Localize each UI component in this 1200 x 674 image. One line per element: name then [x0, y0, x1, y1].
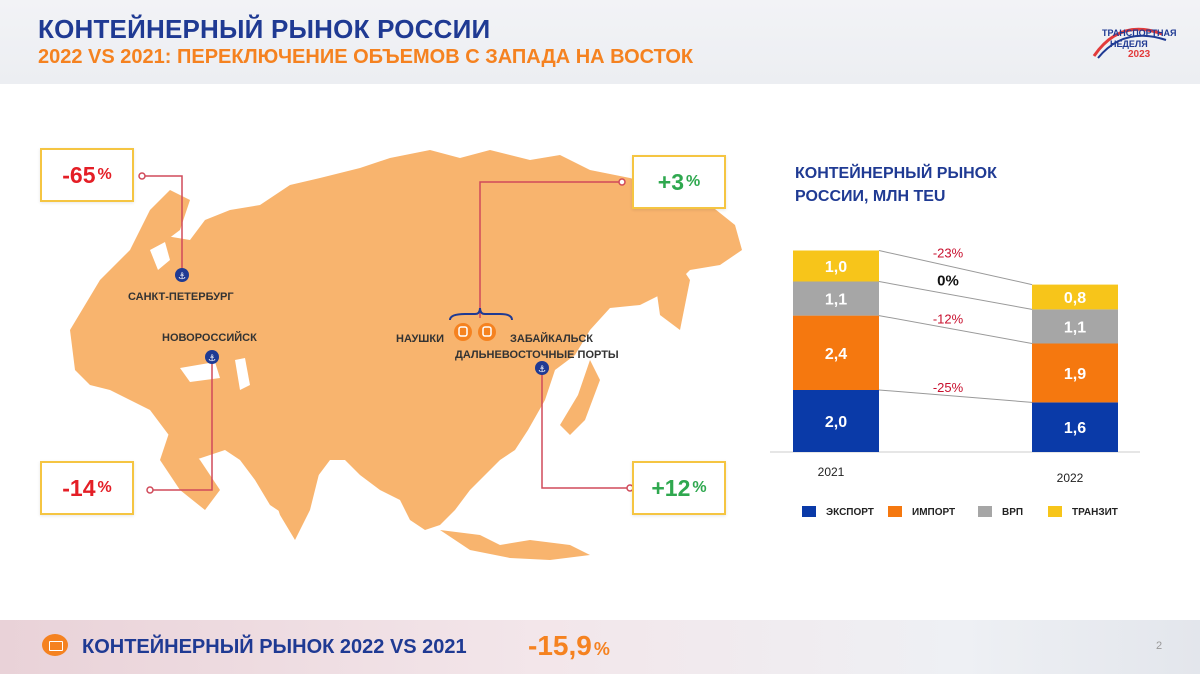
connector-dots — [138, 172, 634, 494]
chart-title: КОНТЕЙНЕРНЫЙ РЫНОК РОССИИ, МЛН TEU — [795, 165, 997, 205]
map-water-caspian — [235, 358, 250, 390]
chart-connectors — [878, 250, 1033, 403]
naushki-brace — [449, 307, 513, 321]
footer-total-change: -15,9% — [528, 630, 610, 662]
logo-line-3: 2023 — [1128, 49, 1151, 60]
connector-line — [878, 281, 1033, 310]
bar-2022-врп — [1032, 309, 1118, 344]
novo-change-unit: % — [97, 479, 112, 496]
label-zabaikalsk: ЗАБАЙКАЛЬСК — [510, 333, 593, 345]
far-east-change-unit: % — [692, 479, 707, 496]
page-subtitle: 2022 VS 2021: ПЕРЕКЛЮЧЕНИЕ ОБЪЕМОВ С ЗАП… — [38, 46, 694, 68]
logo-line-2: НЕДЕЛЯ — [1110, 39, 1148, 49]
change-label-транзит: -23% — [933, 246, 964, 261]
spb-change-unit: % — [97, 166, 112, 183]
map-land-islands — [440, 530, 590, 560]
legend-label: ВРП — [1002, 507, 1023, 518]
connector-line — [878, 315, 1033, 344]
legend-swatch — [978, 506, 992, 517]
train-icon-naushki — [454, 323, 472, 341]
page-number: 2 — [1156, 640, 1163, 652]
svg-text:⚓: ⚓ — [208, 354, 216, 364]
far-east-change-value: +12 — [651, 474, 691, 501]
bar-2022-экспорт — [1032, 402, 1118, 452]
stacked-bar-chart: 2,02,41,11,01,61,91,10,8 -25%-12%0%-23% … — [770, 246, 1140, 518]
logo-line-1: ТРАНСПОРТНАЯ — [1102, 28, 1177, 38]
chart-x-labels: 2021 2022 — [818, 465, 1084, 485]
svg-text:⚓: ⚓ — [538, 365, 546, 375]
legend-label: ИМПОРТ — [912, 507, 955, 518]
novo-change-box: -14% — [40, 461, 134, 515]
container-icon — [42, 634, 68, 656]
connector-naushki — [479, 181, 622, 318]
bar-value-label: 1,1 — [825, 292, 847, 309]
header: КОНТЕЙНЕРНЫЙ РЫНОК РОССИИ 2022 VS 2021: … — [0, 0, 1200, 84]
footer-bar: КОНТЕЙНЕРНЫЙ РЫНОК 2022 VS 2021 -15,9% 2 — [0, 620, 1200, 674]
naushki-change-box: +3% — [632, 155, 726, 209]
bar-2022-импорт — [1032, 343, 1118, 403]
footer-unit: % — [593, 639, 610, 659]
anchor-icon-far-east: ⚓ — [535, 361, 549, 375]
change-label-экспорт: -25% — [933, 380, 964, 395]
bar-value-label: 2,0 — [825, 414, 847, 431]
chart-bars: 2,0 2,4 1,1 1,0 1,6 1,9 1,1 0,8 — [793, 250, 1118, 452]
label-spb: САНКТ-ПЕТЕРБУРГ — [128, 291, 234, 303]
chart-change-labels: -25% -12% 0% -23% — [933, 246, 964, 396]
connector-lines — [142, 175, 630, 491]
connector-far-east — [541, 372, 630, 489]
naushki-change-value: +3 — [657, 168, 684, 195]
bar-value-label: 2,4 — [825, 346, 847, 363]
legend-swatch — [888, 506, 902, 517]
svg-text:⚓: ⚓ — [178, 272, 186, 282]
bar-2021-импорт — [793, 315, 879, 390]
x-tick-label: 2022 — [1057, 471, 1084, 485]
novo-change-value: -14 — [62, 474, 96, 501]
bar-value-label: 1,6 — [1064, 420, 1086, 437]
change-label-врп: 0% — [937, 272, 959, 289]
connector-line — [878, 389, 1033, 403]
bar-value-label: 1,9 — [1064, 366, 1086, 383]
bar-value-label: 1,0 — [825, 259, 847, 276]
anchor-icon-spb: ⚓ — [175, 268, 189, 282]
eurasia-map: ⚓ ⚓ ⚓ — [70, 150, 742, 560]
x-tick-label: 2021 — [818, 465, 845, 479]
legend-swatch — [802, 506, 816, 517]
connector-novo — [150, 354, 213, 491]
map-land-japan — [560, 360, 600, 435]
logo-arc-icon — [1092, 27, 1167, 59]
map-land-kamchatka — [655, 250, 690, 330]
map-land-scandinavia — [130, 190, 190, 250]
footer-text: КОНТЕЙНЕРНЫЙ РЫНОК 2022 VS 2021 — [82, 636, 467, 658]
spb-change-box: -65% — [40, 148, 134, 202]
legend-label: ТРАНЗИТ — [1072, 507, 1118, 518]
map-water-black-sea — [180, 362, 220, 382]
transport-week-logo: ТРАНСПОРТНАЯ НЕДЕЛЯ 2023 — [1080, 18, 1180, 68]
map-land-india — [270, 460, 320, 540]
label-far-east: ДАЛЬНЕВОСТОЧНЫЕ ПОРТЫ — [455, 349, 619, 361]
map-water-baltic — [150, 242, 170, 270]
connector-line — [878, 250, 1033, 286]
footer-value: -15,9 — [528, 630, 592, 661]
label-novo: НОВОРОССИЙСК — [162, 332, 257, 344]
label-naushki: НАУШКИ — [396, 333, 444, 345]
map-land — [70, 150, 742, 530]
change-label-импорт: -12% — [933, 312, 964, 327]
anchor-icon-novo: ⚓ — [205, 350, 219, 364]
legend-label: ЭКСПОРТ — [826, 507, 874, 518]
bar-value-label: 1,1 — [1064, 319, 1086, 336]
bar-2022-транзит — [1032, 284, 1118, 310]
page-title: КОНТЕЙНЕРНЫЙ РЫНОК РОССИИ — [38, 14, 491, 44]
bar-2021-врп — [793, 281, 879, 316]
naushki-change-unit: % — [686, 173, 701, 190]
legend-swatch — [1048, 506, 1062, 517]
bar-2021-транзит — [793, 250, 879, 282]
chart-legend: ЭКСПОРТ ИМПОРТ ВРП ТРАНЗИТ — [802, 506, 1118, 518]
train-icon-zabaikalsk — [478, 323, 496, 341]
far-east-change-box: +12% — [632, 461, 726, 515]
bar-value-label: 0,8 — [1064, 290, 1086, 307]
connector-spb — [142, 175, 183, 272]
bar-2021-экспорт — [793, 390, 879, 452]
spb-change-value: -65 — [62, 161, 96, 188]
